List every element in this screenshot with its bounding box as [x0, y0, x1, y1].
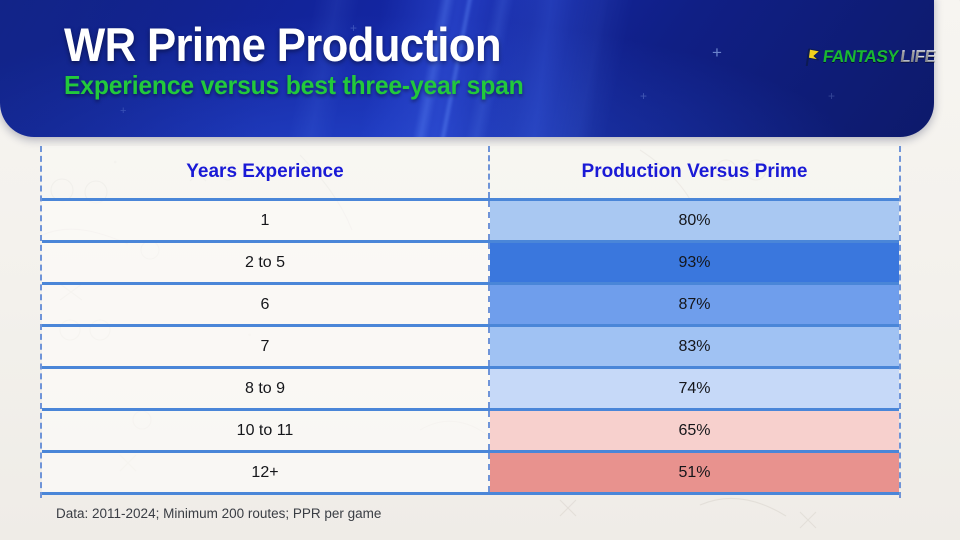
- table-row: 8 to 9 74%: [42, 369, 899, 411]
- cell-years-experience: 8 to 9: [42, 369, 490, 408]
- column-header-years-experience: Years Experience: [42, 146, 490, 198]
- cell-production-value: 83%: [490, 327, 899, 366]
- cell-years-experience: 12+: [42, 453, 490, 492]
- cell-years-experience: 6: [42, 285, 490, 324]
- table-row: 6 87%: [42, 285, 899, 327]
- logo-text-life: LIFE: [899, 47, 938, 66]
- banner-streak: [534, 0, 646, 137]
- sparkle-icon: +: [640, 89, 648, 103]
- cell-production-value: 74%: [490, 369, 899, 408]
- logo-text-fantasy: FANTASY: [822, 47, 901, 66]
- footnote: Data: 2011-2024; Minimum 200 routes; PPR…: [56, 506, 382, 521]
- page-title: WR Prime Production: [64, 18, 502, 71]
- page-subtitle: Experience versus best three-year span: [64, 70, 524, 100]
- table-row: 7 83%: [42, 327, 899, 369]
- column-header-production-vs-prime: Production Versus Prime: [490, 146, 899, 198]
- table-header-row: Years Experience Production Versus Prime: [42, 146, 899, 201]
- cell-production-value: 93%: [490, 243, 899, 282]
- table-row: 10 to 11 65%: [42, 411, 899, 453]
- sparkle-icon: +: [350, 21, 358, 35]
- cell-production-value: 80%: [490, 201, 899, 240]
- header-banner: + + + + +: [0, 0, 934, 137]
- data-table: Years Experience Production Versus Prime…: [40, 146, 901, 498]
- sparkle-icon: +: [828, 89, 836, 103]
- sparkle-icon: +: [120, 105, 127, 117]
- table-row: 12+ 51%: [42, 453, 899, 495]
- fantasylife-logo[interactable]: FANTASY LIFE: [805, 47, 937, 67]
- table-row: 1 80%: [42, 201, 899, 243]
- flag-icon: [805, 47, 823, 67]
- cell-years-experience: 1: [42, 201, 490, 240]
- cell-production-value: 65%: [490, 411, 899, 450]
- table-row: 2 to 5 93%: [42, 243, 899, 285]
- cell-years-experience: 2 to 5: [42, 243, 490, 282]
- cell-production-value: 87%: [490, 285, 899, 324]
- cell-production-value: 51%: [490, 453, 899, 492]
- sparkle-icon: +: [712, 43, 722, 62]
- cell-years-experience: 7: [42, 327, 490, 366]
- cell-years-experience: 10 to 11: [42, 411, 490, 450]
